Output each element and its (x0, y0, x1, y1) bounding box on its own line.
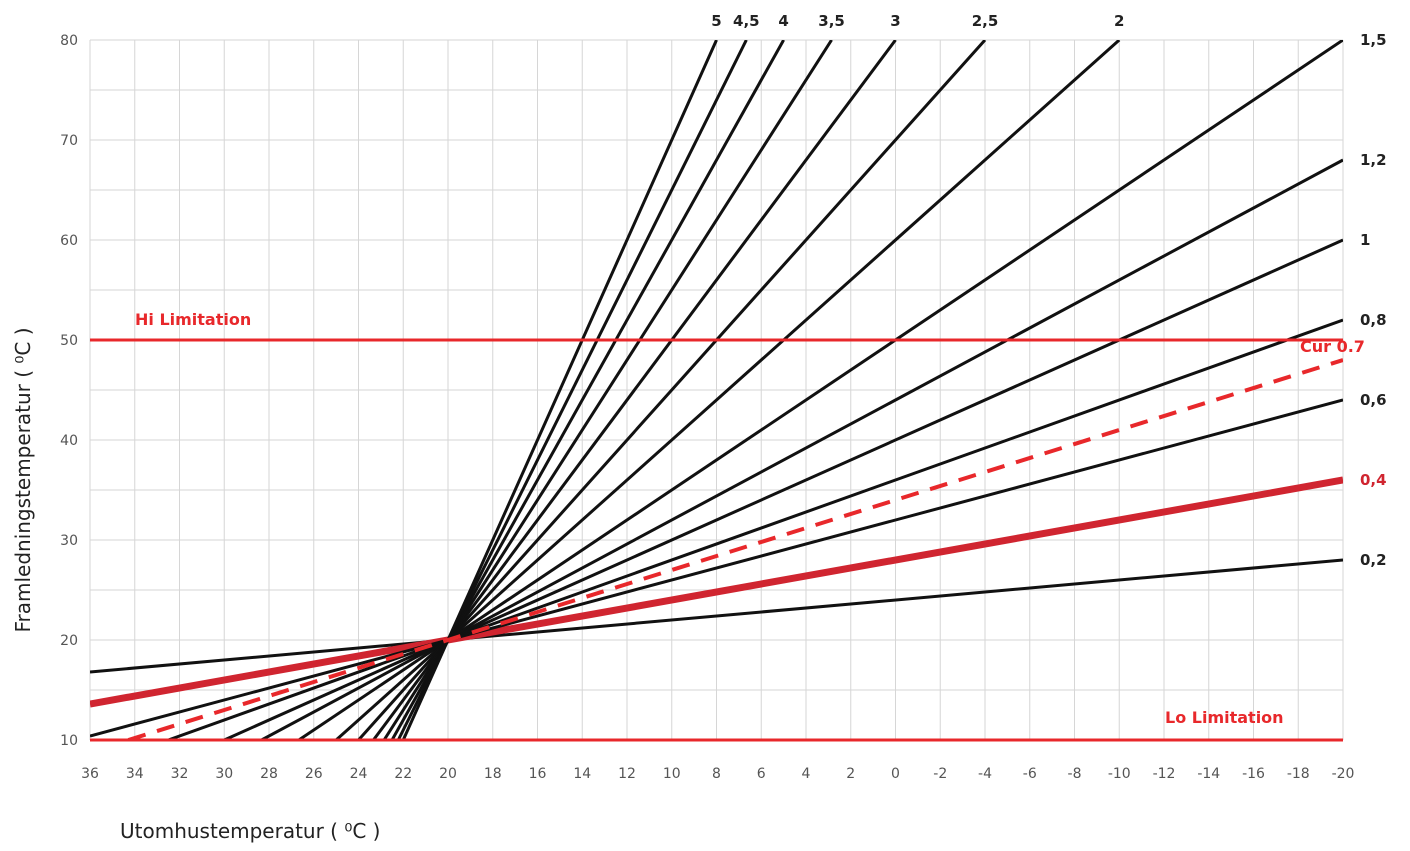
x-tick-label: 8 (712, 766, 721, 782)
current-curve-line (127, 358, 1343, 740)
y-tick-label: 10 (60, 733, 78, 749)
curve-line-0,4 (90, 476, 1343, 708)
curve-labels: 0,2 0,4 0,6 0,8 1 1,2 1,5 2 2,5 3 3,5 4 4,5 5 Cur 0.7 H… (135, 12, 1387, 727)
curve-label: 5 (711, 12, 721, 30)
x-axis-title: Utomhustemperatur ( ⁰C ) (120, 819, 380, 843)
x-tick-label: -12 (1153, 766, 1176, 782)
y-axis-ticks: 10 20 30 40 50 60 70 80 (60, 33, 78, 749)
x-axis-ticks: 36 34 32 30 28 26 24 22 20 18 16 14 12 10 8 6 4 2 0 -2 -4 -6-… (81, 766, 1354, 782)
curve-layer (90, 40, 1343, 740)
x-tick-label: 12 (618, 766, 636, 782)
curve-label: 1,5 (1360, 31, 1387, 49)
y-tick-label: 30 (60, 533, 78, 549)
curve-label: 3,5 (818, 12, 845, 30)
curve-label: 2,5 (972, 12, 999, 30)
x-tick-label: -14 (1197, 766, 1220, 782)
curve-label: 0,6 (1360, 391, 1387, 409)
x-tick-label: 36 (81, 766, 99, 782)
curve-line-0,6 (90, 398, 1343, 738)
x-tick-label: -4 (978, 766, 992, 782)
x-tick-label: 16 (529, 766, 547, 782)
grid (89, 39, 1344, 741)
curve-label: 3 (890, 12, 900, 30)
limit-layer (90, 338, 1343, 742)
curve-line-2 (335, 40, 1121, 740)
y-tick-label: 50 (60, 333, 78, 349)
curve-label: 2 (1114, 12, 1124, 30)
x-tick-label: 28 (260, 766, 278, 782)
y-tick-label: 80 (60, 33, 78, 49)
curve-label: 4,5 (733, 12, 760, 30)
curve-label: 4 (778, 12, 788, 30)
x-tick-label: 20 (439, 766, 457, 782)
x-tick-label: 10 (663, 766, 681, 782)
x-tick-label: 4 (802, 766, 811, 782)
x-tick-label: -10 (1108, 766, 1131, 782)
y-tick-label: 40 (60, 433, 78, 449)
curve-line-1 (223, 238, 1343, 740)
curve-label: 0,4 (1360, 471, 1387, 489)
x-tick-label: 22 (394, 766, 412, 782)
x-tick-label: 30 (215, 766, 233, 782)
current-curve-label: Cur 0.7 (1300, 337, 1365, 356)
x-tick-label: 32 (171, 766, 189, 782)
curve-label: 1,2 (1360, 151, 1387, 169)
x-tick-label: 18 (484, 766, 502, 782)
curve-line-1,5 (297, 40, 1343, 740)
lo-limit-label: Lo Limitation (1165, 708, 1284, 727)
curve-label: 0,2 (1360, 551, 1387, 569)
x-tick-label: 0 (891, 766, 900, 782)
x-tick-label: 34 (126, 766, 144, 782)
x-tick-label: -6 (1023, 766, 1037, 782)
x-tick-label: 26 (305, 766, 323, 782)
x-tick-label: 14 (573, 766, 591, 782)
x-tick-label: -2 (933, 766, 947, 782)
curve-line-0,2 (90, 558, 1343, 674)
x-tick-label: -20 (1332, 766, 1355, 782)
x-tick-label: 6 (757, 766, 766, 782)
curve-line-1,2 (260, 158, 1343, 740)
x-tick-label: 2 (846, 766, 855, 782)
hi-limit-label: Hi Limitation (135, 310, 251, 329)
curve-line-0,8 (167, 318, 1343, 740)
curve-label: 0,8 (1360, 311, 1387, 329)
x-tick-label: -18 (1287, 766, 1310, 782)
curve-label: 1 (1360, 231, 1370, 249)
curve-line-2,5 (357, 40, 987, 740)
curve-line-5 (401, 40, 718, 740)
y-tick-label: 20 (60, 633, 78, 649)
y-tick-label: 60 (60, 233, 78, 249)
x-tick-label: 24 (350, 766, 368, 782)
x-tick-label: -8 (1068, 766, 1082, 782)
y-tick-label: 70 (60, 133, 78, 149)
x-tick-label: -16 (1242, 766, 1265, 782)
y-axis-title: Framledningstemperatur ( ⁰C ) (11, 327, 35, 632)
